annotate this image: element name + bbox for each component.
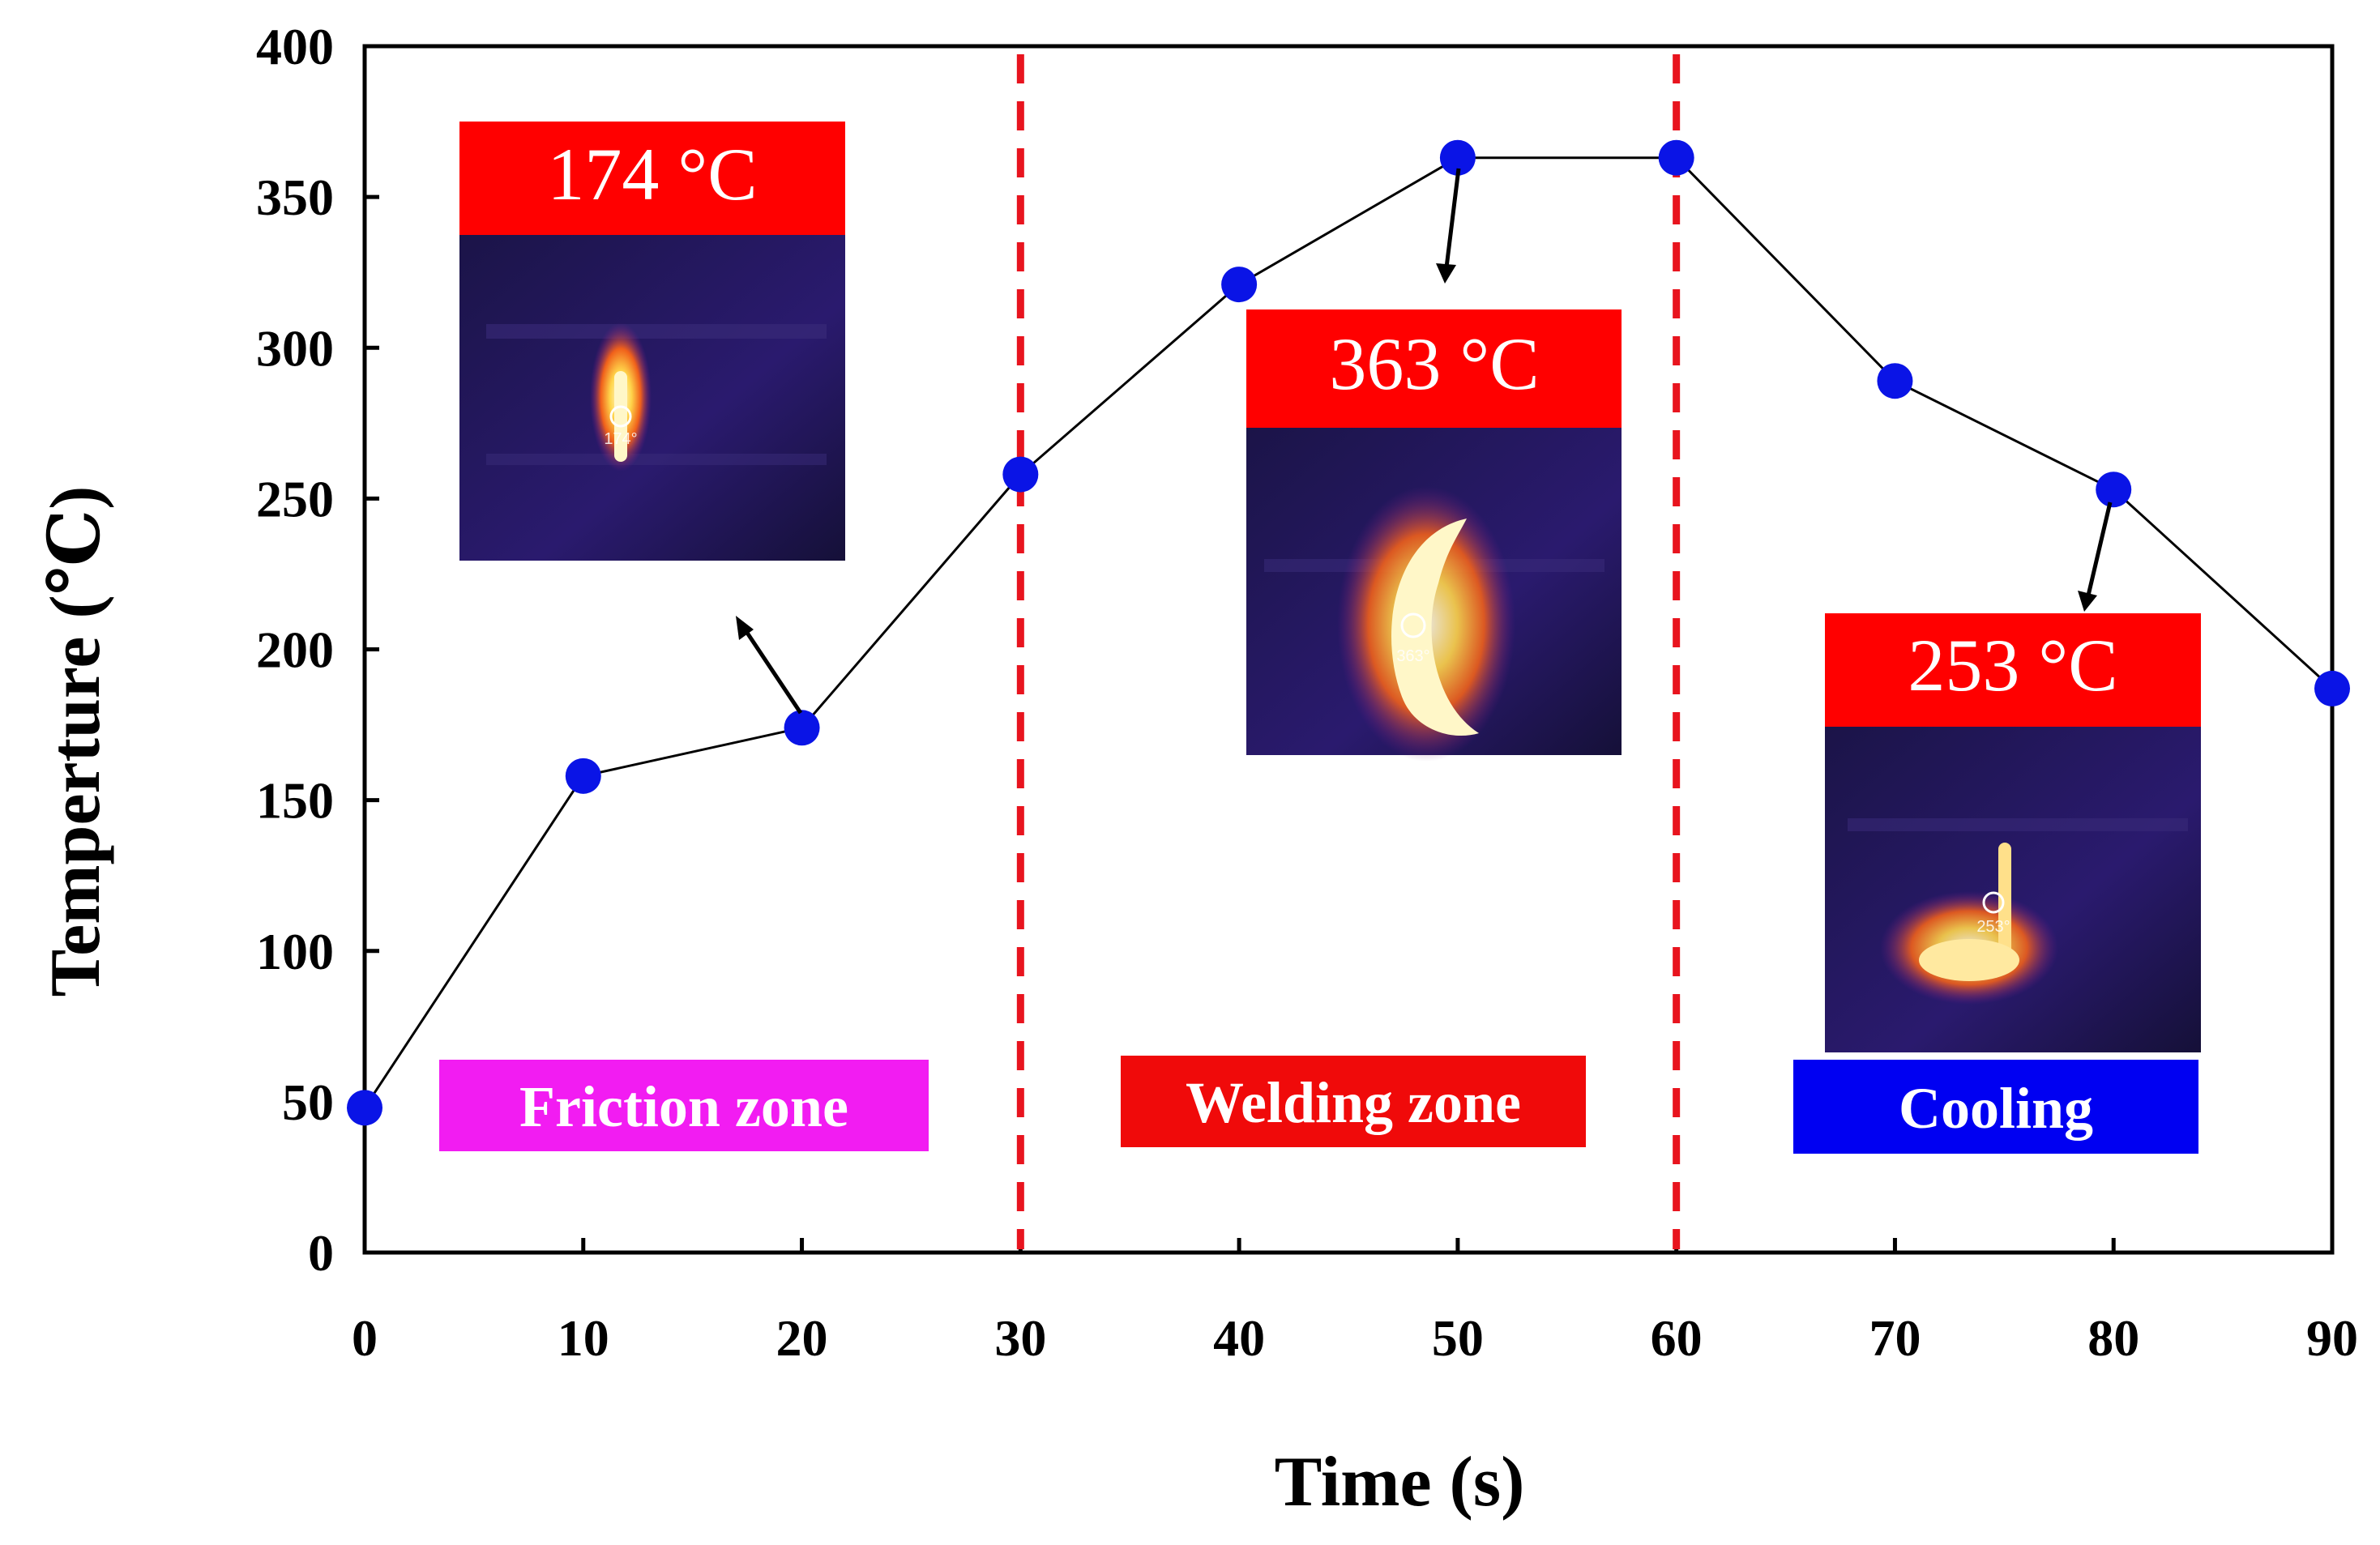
data-point [1002,456,1039,493]
x-tick-label: 20 [776,1309,828,1367]
x-tick-label: 70 [1869,1309,1921,1367]
thermal-inset-253: 253 °C 253° [1825,613,2201,1052]
data-point [2314,670,2350,706]
zone-label-friction: Friction zone [439,1060,929,1151]
zone-label-welding: Welding zone [1121,1056,1586,1147]
x-tick-label: 10 [558,1309,609,1367]
x-tick-label: 50 [1432,1309,1484,1367]
zone-label-cooling-text: Cooling [1899,1076,2093,1141]
annotation-arrows [736,168,2113,715]
x-tick-label: 90 [2306,1309,2358,1367]
data-point [1877,363,1913,399]
zone-label-cooling: Cooling [1793,1060,2198,1154]
y-tick-label: 350 [256,169,334,226]
x-tick-label: 30 [994,1309,1046,1367]
data-point [1658,139,1694,176]
y-tick-label: 100 [256,923,334,980]
data-point [347,1090,382,1126]
inset-temperature-label: 363 °C [1329,322,1539,405]
inset-reading: 253° [1976,918,2010,936]
inset-reading: 363° [1396,647,1429,665]
x-axis-ticks: 0 10 20 30 40 50 60 70 80 90 [352,1238,2358,1367]
thermal-inset-363: 363 °C 363° [1246,309,1622,762]
y-tick-label: 200 [256,621,334,679]
thermal-image [459,235,845,561]
crosshair-icon [1400,612,1426,638]
y-tick-label: 0 [308,1224,334,1282]
data-point [1439,139,1476,176]
data-point [565,758,601,794]
data-point [784,710,820,746]
crosshair-icon [609,405,632,428]
thermal-inset-174: 174 °C 174° [459,122,845,561]
arrow-to-inset-253 [2086,501,2113,596]
x-tick-label: 80 [2087,1309,2139,1367]
temperature-series [347,139,2350,1126]
zone-label-welding-text: Welding zone [1186,1070,1521,1135]
x-tick-label: 60 [1651,1309,1703,1367]
arrow-to-inset-363 [1444,168,1461,268]
x-tick-label: 0 [352,1309,378,1367]
y-tick-label: 150 [256,772,334,830]
y-tick-label: 300 [256,319,334,377]
inset-header [459,122,845,235]
inset-temperature-label: 253 °C [1908,624,2117,706]
crosshair-icon [1982,891,2005,914]
series-line [363,156,2334,1109]
x-tick-label: 40 [1213,1309,1265,1367]
x-axis-title: Time (s) [1275,1443,1525,1522]
zone-label-friction-text: Friction zone [519,1074,848,1139]
arrow-to-inset-174 [741,626,803,715]
y-axis-ticks: 0 50 100 150 200 250 300 350 400 [256,18,379,1282]
zone-separators [1016,54,1681,1249]
y-tick-label: 400 [256,18,334,75]
inset-temperature-label: 174 °C [547,133,757,216]
y-tick-label: 50 [282,1073,334,1131]
inset-header [1825,613,2201,727]
y-axis-title: Temperture (℃) [36,486,115,997]
y-tick-label: 250 [256,470,334,527]
inset-reading: 174° [604,430,637,448]
data-point [2096,472,2132,508]
data-point [1221,267,1258,303]
thermal-image [1825,727,2201,1052]
inset-header [1246,309,1622,428]
